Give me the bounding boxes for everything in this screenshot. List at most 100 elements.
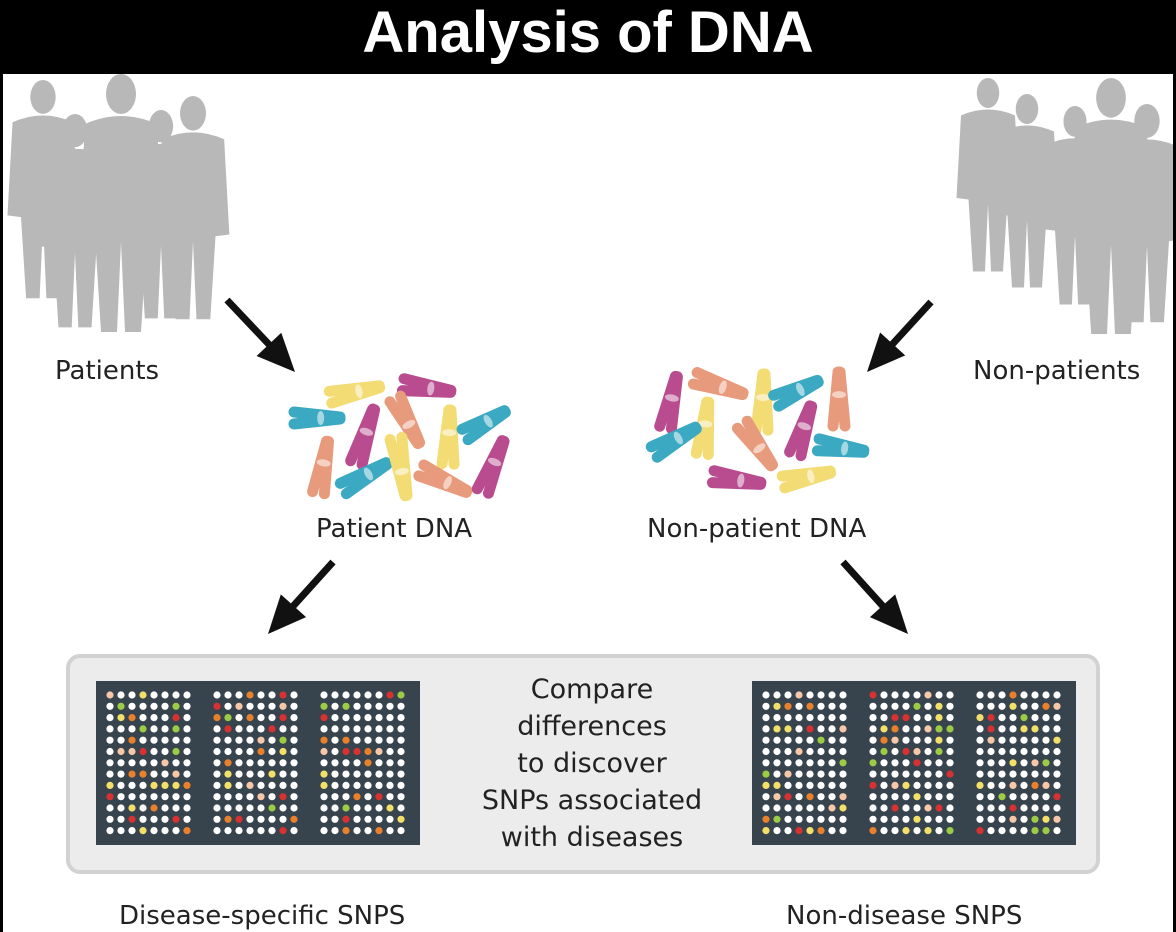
snp-dot bbox=[891, 747, 899, 756]
snp-dot bbox=[987, 793, 995, 801]
snp-dot bbox=[224, 770, 232, 778]
snp-dot bbox=[1053, 736, 1061, 744]
diagram-artwork bbox=[7, 74, 1173, 874]
snp-dot bbox=[246, 781, 254, 790]
snp-dot bbox=[839, 781, 847, 790]
snp-dot bbox=[1042, 781, 1050, 790]
snp-dot bbox=[976, 714, 984, 722]
snp-dot bbox=[795, 725, 803, 733]
snp-dot bbox=[998, 736, 1006, 744]
snp-dot bbox=[139, 714, 147, 722]
snp-dot bbox=[1042, 747, 1050, 756]
snp-dot bbox=[106, 781, 114, 790]
snp-dot bbox=[773, 804, 781, 812]
snp-dot bbox=[139, 770, 147, 778]
snp-dot bbox=[913, 781, 921, 790]
snp-dot bbox=[784, 793, 792, 801]
snp-dot bbox=[795, 747, 803, 756]
snp-dot bbox=[139, 747, 147, 756]
snp-dot bbox=[828, 736, 836, 744]
snp-dot bbox=[268, 781, 276, 790]
snp-dot bbox=[935, 781, 943, 790]
snp-dot bbox=[128, 815, 136, 823]
snp-dot bbox=[935, 736, 943, 744]
snp-dot bbox=[828, 770, 836, 778]
snp-dot bbox=[397, 759, 405, 767]
snp-dot bbox=[224, 793, 232, 801]
snp-dot bbox=[128, 770, 136, 778]
snp-dot bbox=[795, 827, 803, 835]
chromosome-icon bbox=[687, 367, 749, 401]
snp-dot bbox=[784, 827, 792, 835]
snp-dot bbox=[183, 747, 191, 756]
snp-dot bbox=[257, 702, 265, 710]
snp-dot bbox=[161, 691, 169, 699]
snp-dot bbox=[106, 747, 114, 756]
snp-dot bbox=[364, 759, 372, 767]
snp-dot bbox=[106, 736, 114, 744]
snp-dot bbox=[935, 827, 943, 835]
snp-dot bbox=[828, 793, 836, 801]
snp-dot bbox=[839, 827, 847, 835]
snp-dot bbox=[257, 827, 265, 835]
snp-dot bbox=[1042, 815, 1050, 823]
snp-dot bbox=[773, 714, 781, 722]
snp-dot bbox=[828, 815, 836, 823]
snp-dot bbox=[762, 759, 770, 767]
snp-dot bbox=[1009, 714, 1017, 722]
snp-dot bbox=[1020, 759, 1028, 767]
snp-dot bbox=[106, 827, 114, 835]
snp-dot bbox=[257, 815, 265, 823]
chromosome-icon bbox=[811, 433, 870, 458]
snp-dot bbox=[762, 781, 770, 790]
compare-text: Compare differences to discover SNPs ass… bbox=[452, 671, 732, 856]
snp-dot bbox=[320, 815, 328, 823]
snp-dot bbox=[946, 702, 954, 710]
snp-dot bbox=[1053, 747, 1061, 756]
snp-dot bbox=[924, 793, 932, 801]
snp-dot bbox=[784, 691, 792, 699]
snp-dot bbox=[998, 815, 1006, 823]
chromosome-icon bbox=[288, 406, 346, 430]
snp-dot bbox=[364, 815, 372, 823]
snp-dot bbox=[279, 770, 287, 778]
snp-dot bbox=[397, 781, 405, 790]
snp-dot bbox=[331, 736, 339, 744]
snp-dot bbox=[268, 793, 276, 801]
snp-dot bbox=[817, 815, 825, 823]
chromosome-icon bbox=[396, 373, 457, 398]
snp-dot bbox=[268, 815, 276, 823]
snp-dot bbox=[290, 691, 298, 699]
snp-dot bbox=[117, 827, 125, 835]
snp-dot bbox=[246, 747, 254, 756]
snp-dot bbox=[257, 736, 265, 744]
snp-dot bbox=[342, 815, 350, 823]
chromosome-icon bbox=[307, 435, 334, 500]
snp-dot bbox=[213, 759, 221, 767]
snp-dot bbox=[172, 804, 180, 812]
snp-dot bbox=[987, 747, 995, 756]
snp-dot bbox=[891, 691, 899, 699]
snp-dot bbox=[257, 793, 265, 801]
snp-dot bbox=[1020, 804, 1028, 812]
snp-dot bbox=[762, 714, 770, 722]
snp-dot bbox=[290, 793, 298, 801]
snp-dot bbox=[150, 770, 158, 778]
snp-dot bbox=[902, 747, 910, 756]
snp-dot bbox=[946, 759, 954, 767]
snp-dot bbox=[246, 702, 254, 710]
snp-dot bbox=[213, 770, 221, 778]
snp-dot bbox=[117, 747, 125, 756]
snp-dot bbox=[375, 702, 383, 710]
snp-dot bbox=[1053, 815, 1061, 823]
snp-dot bbox=[935, 759, 943, 767]
snp-dot bbox=[290, 725, 298, 733]
snp-dot bbox=[762, 725, 770, 733]
snp-dot bbox=[1031, 759, 1039, 767]
snp-dot bbox=[353, 827, 361, 835]
snp-dot bbox=[331, 747, 339, 756]
snp-dot bbox=[987, 770, 995, 778]
snp-dot bbox=[353, 793, 361, 801]
snp-dot bbox=[224, 714, 232, 722]
snp-dot bbox=[869, 725, 877, 733]
